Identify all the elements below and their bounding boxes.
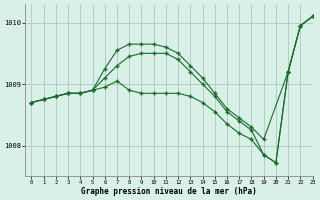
X-axis label: Graphe pression niveau de la mer (hPa): Graphe pression niveau de la mer (hPa) [81, 187, 257, 196]
